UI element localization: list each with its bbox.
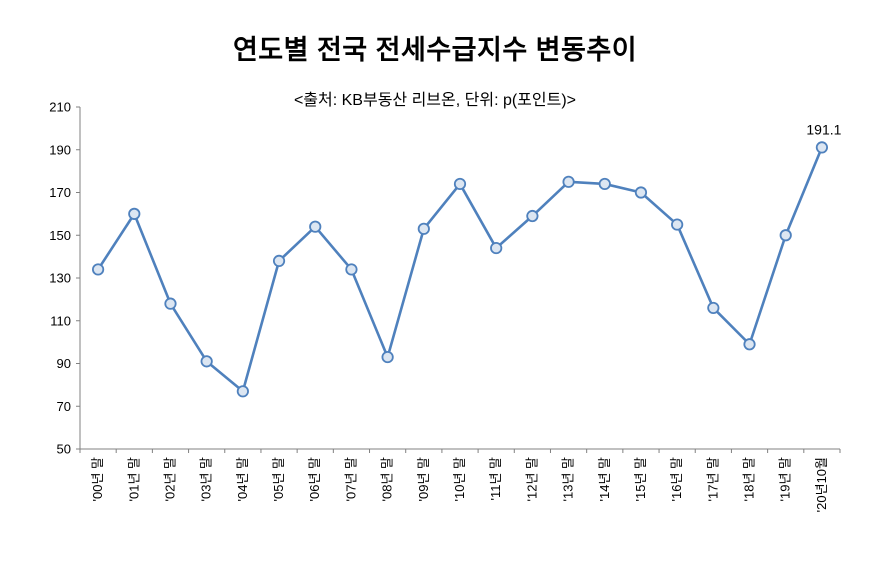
data-point-marker [272, 254, 286, 267]
x-axis-label: '09년 말 [416, 457, 431, 502]
x-axis-label: '17년 말 [705, 457, 720, 502]
x-axis-label: '08년 말 [380, 457, 395, 502]
x-axis-label: '12년 말 [524, 457, 539, 502]
x-axis-label: '00년 말 [90, 457, 105, 502]
y-axis-label: 50 [57, 442, 71, 457]
data-point-marker [236, 385, 249, 398]
data-point-marker [128, 207, 141, 220]
data-point-marker [743, 338, 756, 351]
x-axis-label: '18년 말 [742, 457, 757, 502]
x-axis-label: '07년 말 [343, 457, 358, 502]
data-point-marker [91, 263, 105, 276]
y-axis-label: 150 [49, 228, 71, 243]
data-point-marker [453, 177, 467, 191]
x-axis-label: '14년 말 [597, 457, 612, 502]
x-axis-label: '20년10월 [814, 457, 829, 512]
x-axis-label: '13년 말 [561, 457, 576, 502]
x-axis-label: '16년 말 [669, 457, 684, 502]
y-axis-label: 210 [49, 100, 71, 115]
x-axis-label: '02년 말 [162, 457, 177, 502]
x-axis-label: '15년 말 [633, 457, 648, 502]
chart-subtitle: <출처: KB부동산 리브온, 단위: p(포인트)> [293, 92, 577, 109]
data-point-marker [164, 297, 177, 310]
data-point-marker [562, 175, 575, 188]
y-axis-label: 110 [50, 313, 71, 328]
x-axis-label: '11년 말 [488, 457, 503, 501]
data-point-marker [381, 350, 394, 364]
y-axis-label: 130 [49, 271, 71, 286]
x-axis-label: '19년 말 [778, 457, 793, 502]
data-point-marker [634, 186, 648, 199]
chart-title: 연도별 전국 전세수급지수 변동추이 [232, 35, 638, 65]
data-point-marker [598, 177, 611, 191]
y-axis-label: 190 [49, 142, 71, 157]
y-axis-label: 170 [49, 185, 71, 200]
x-axis-label: '10년 말 [452, 457, 467, 502]
x-axis-label: '01년 말 [126, 457, 141, 502]
data-point-marker [490, 241, 503, 255]
data-point-marker [200, 355, 213, 368]
last-point-data-label: 191.1 [806, 121, 841, 137]
data-point-marker [671, 218, 684, 231]
x-axis-label: '04년 말 [235, 457, 250, 502]
y-axis-label: 70 [57, 399, 71, 414]
x-axis-label: '06년 말 [307, 457, 322, 502]
data-point-marker [779, 229, 792, 242]
data-point-marker [309, 220, 322, 233]
y-axis-label: 90 [57, 356, 71, 371]
data-point-marker [815, 141, 829, 154]
x-axis-label: '03년 말 [199, 457, 214, 502]
x-axis-label: '05년 말 [271, 457, 286, 502]
data-point-marker [526, 209, 539, 223]
data-point-marker [417, 222, 430, 235]
data-point-marker [345, 263, 358, 276]
data-point-marker [707, 301, 720, 315]
